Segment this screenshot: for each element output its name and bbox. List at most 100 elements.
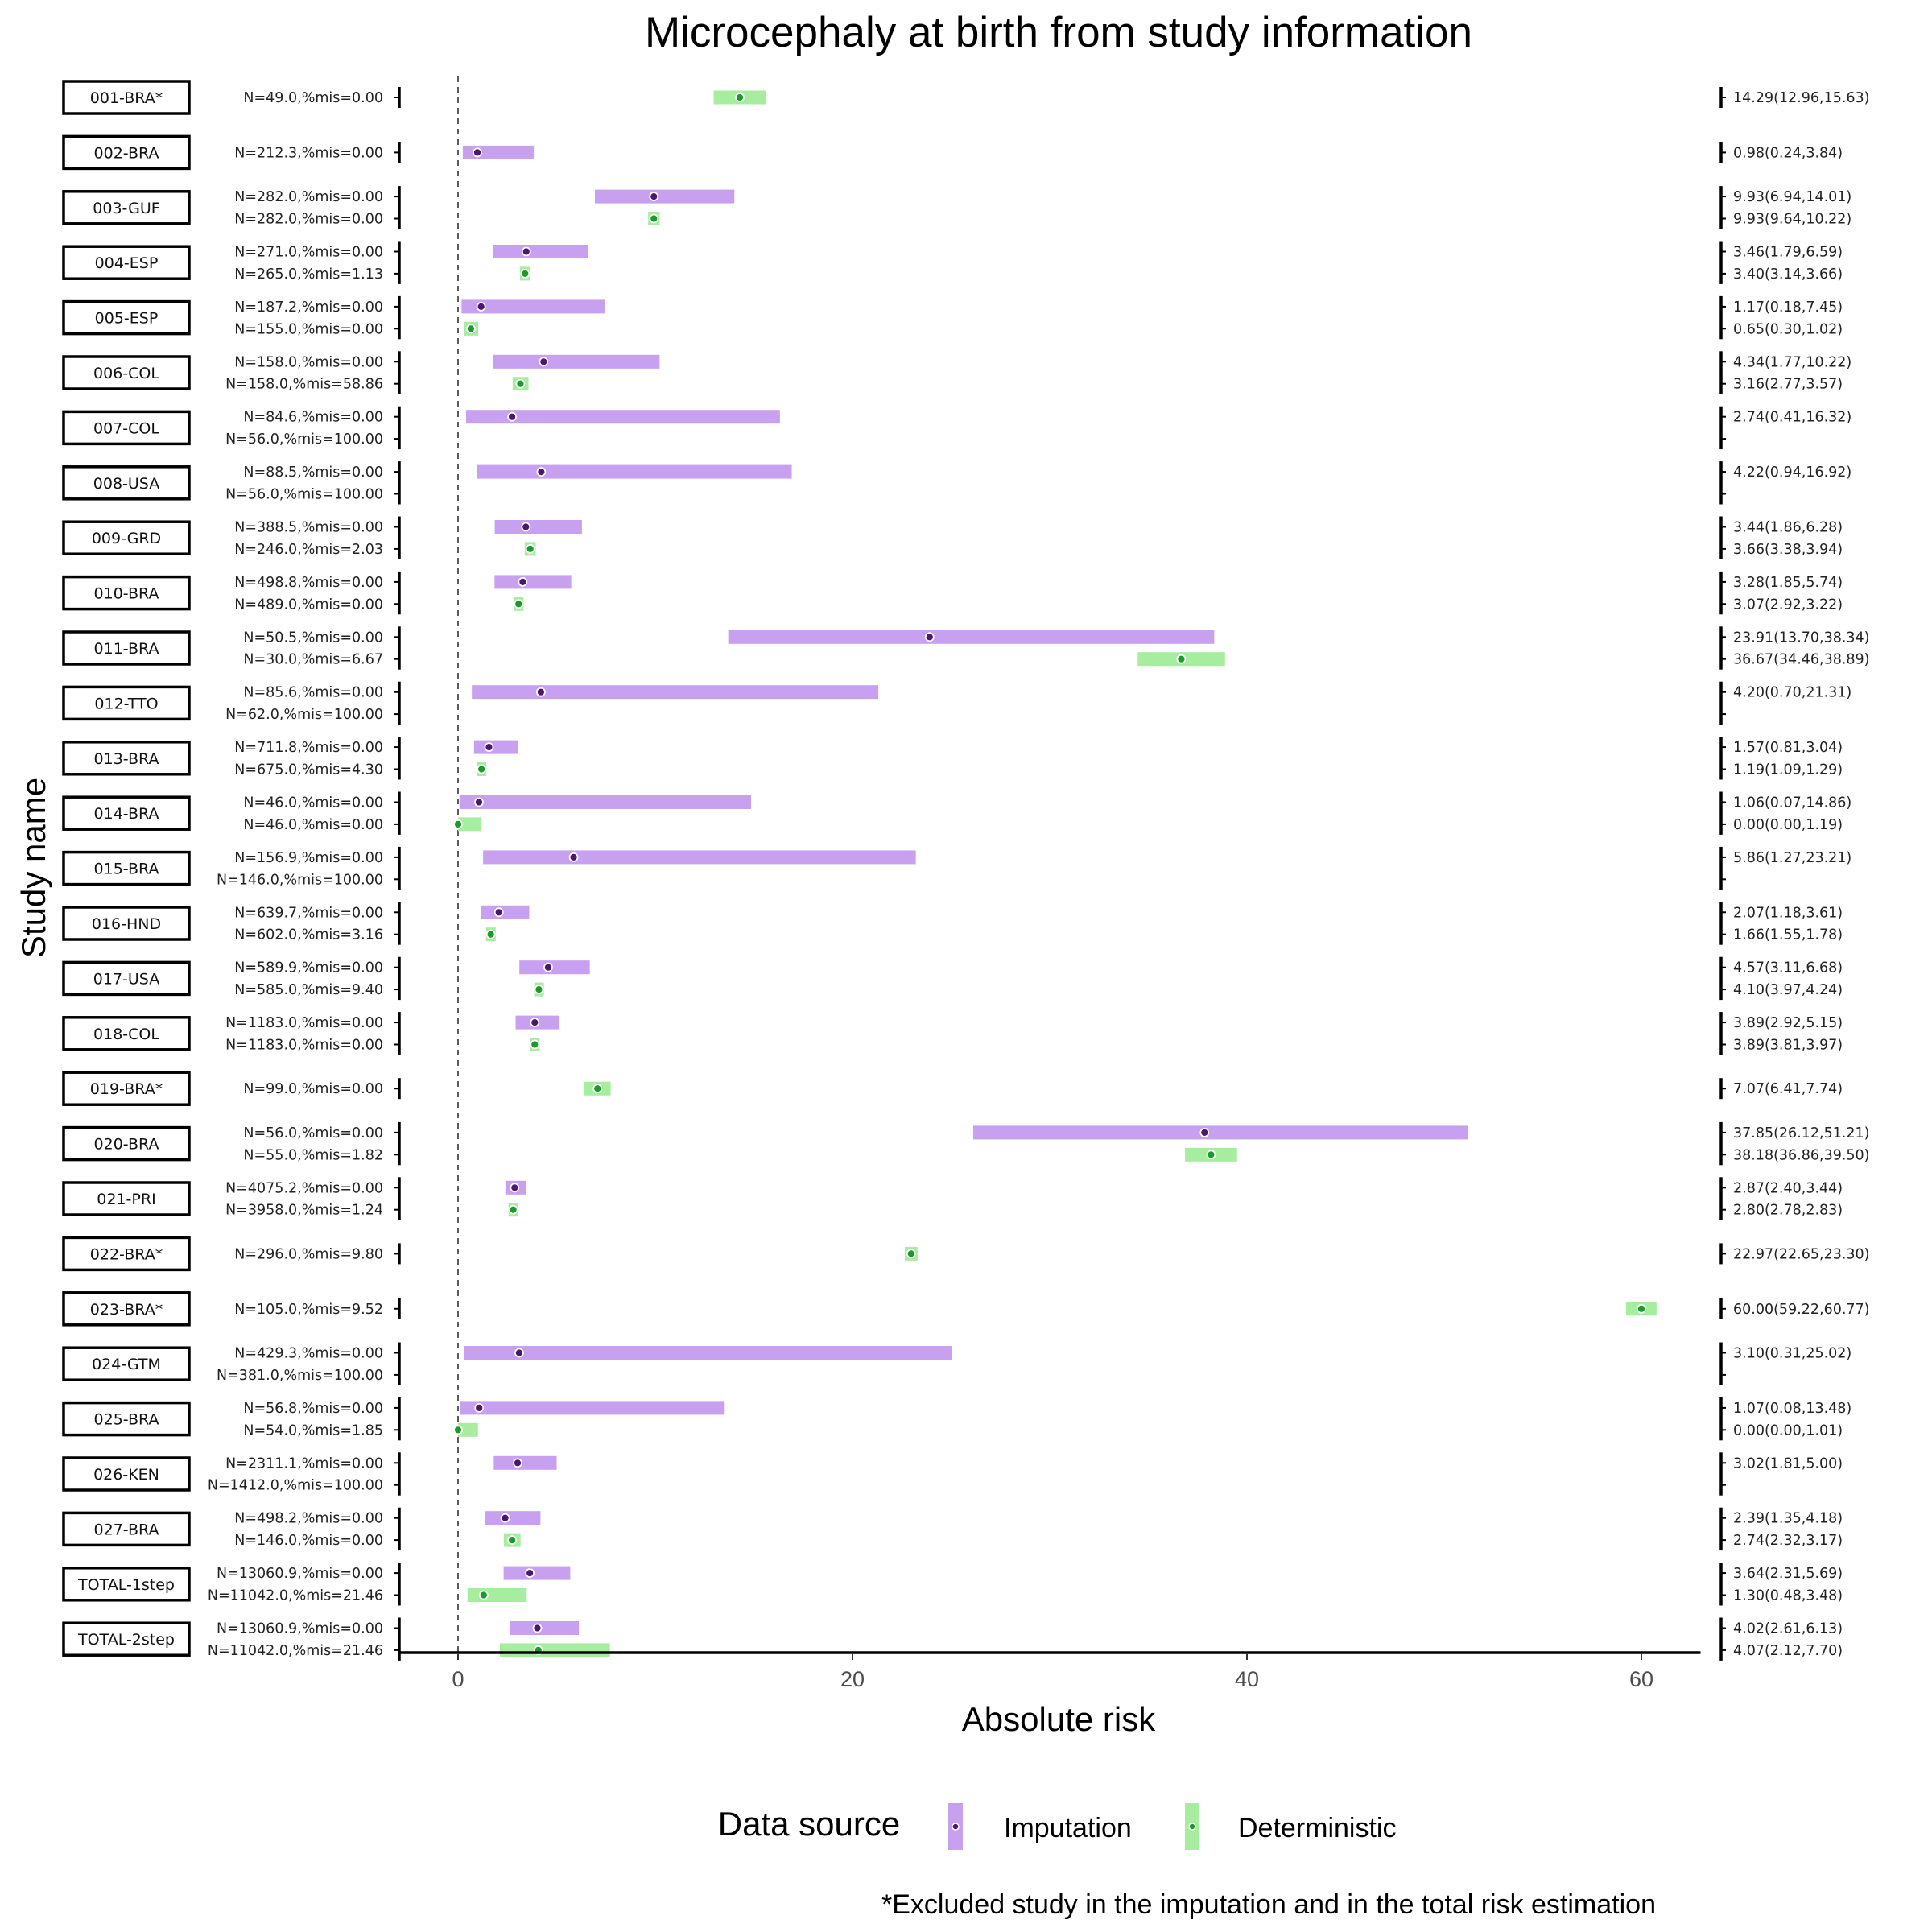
ci-band-deterministic	[458, 1422, 478, 1437]
sample-size-label: N=146.0,%mis=100.00	[217, 872, 383, 888]
point-estimate-deterministic	[466, 324, 476, 334]
x-axis-title: Absolute risk	[962, 1700, 1156, 1738]
ci-band-imputation	[493, 245, 588, 258]
ci-band-imputation	[972, 1125, 1468, 1140]
sample-size-label: N=11042.0,%mis=21.46	[208, 1643, 383, 1659]
estimate-ci-label: 2.80(2.78,2.83)	[1733, 1203, 1843, 1219]
study-name: 007-COL	[93, 419, 159, 437]
sample-size-label: N=55.0,%mis=1.82	[243, 1147, 383, 1163]
ci-band-imputation	[494, 520, 582, 534]
estimate-ci-label: 4.02(2.61,6.13)	[1733, 1621, 1843, 1637]
estimate-ci-label: 3.89(2.92,5.15)	[1733, 1015, 1843, 1031]
estimate-ci-label: 3.28(1.85,5.74)	[1733, 575, 1843, 591]
estimate-ci-label: 0.00(0.00,1.01)	[1733, 1422, 1843, 1439]
study-name: 001-BRA*	[90, 89, 163, 107]
point-estimate-imputation	[484, 742, 494, 752]
ci-band-imputation	[459, 1401, 724, 1415]
point-estimate-imputation	[525, 1568, 535, 1578]
study-name: 002-BRA	[94, 144, 159, 162]
point-estimate-deterministic	[514, 599, 524, 609]
ci-band-imputation	[481, 905, 530, 919]
sample-size-label: N=88.5,%mis=0.00	[243, 464, 383, 481]
sample-size-label: N=11042.0,%mis=21.46	[208, 1588, 383, 1604]
sample-size-label: N=675.0,%mis=4.30	[234, 762, 383, 778]
study-name: 026-KEN	[93, 1466, 159, 1484]
sample-size-label: N=56.0,%mis=0.00	[243, 1125, 383, 1141]
y-axis-title: Study name	[14, 778, 52, 958]
study-name-box	[62, 134, 191, 171]
estimate-ci-label: 3.02(1.81,5.00)	[1733, 1455, 1843, 1472]
legend: Data source Imputation Deterministic	[718, 1803, 1396, 1850]
estimate-ci-label: 4.20(0.70,21.31)	[1733, 685, 1852, 701]
point-estimate-deterministic	[515, 378, 526, 389]
point-estimate-deterministic	[508, 1204, 518, 1215]
study-name: 015-BRA	[94, 861, 159, 878]
sample-size-label: N=388.5,%mis=0.00	[234, 520, 383, 536]
point-estimate-deterministic	[477, 764, 487, 774]
estimate-ci-label: 9.93(6.94,14.01)	[1733, 189, 1852, 205]
sample-size-label: N=156.9,%mis=0.00	[234, 850, 383, 866]
sample-size-label: N=498.2,%mis=0.00	[234, 1511, 383, 1527]
study-name-box	[62, 190, 191, 225]
point-estimate-deterministic	[530, 1039, 540, 1050]
plot-area: 0 20 40 60	[398, 76, 1701, 1691]
point-estimate-imputation	[476, 301, 486, 312]
study-name-box	[62, 1071, 191, 1106]
estimate-ci-label: 3.44(1.86,6.28)	[1733, 520, 1843, 536]
study-name-box	[62, 410, 191, 446]
estimate-ci-label: 0.98(0.24,3.84)	[1733, 145, 1843, 161]
sample-size-label: N=158.0,%mis=0.00	[234, 354, 383, 370]
sample-size-label: N=639.7,%mis=0.00	[234, 905, 383, 921]
study-name-box	[62, 1291, 191, 1327]
estimate-ci-label: 3.16(2.77,3.57)	[1733, 377, 1843, 393]
estimate-ci-label: 1.19(1.09,1.29)	[1733, 762, 1843, 778]
estimate-ci-label: 9.93(9.64,10.22)	[1733, 212, 1852, 228]
study-name-box	[62, 299, 191, 336]
study-name-box	[62, 355, 191, 390]
study-name-box	[62, 465, 191, 501]
estimate-ci-label: 5.86(1.27,23.21)	[1733, 850, 1852, 866]
ci-band-imputation	[459, 795, 752, 809]
ci-band-imputation	[509, 1621, 580, 1635]
study-name-box	[62, 1511, 191, 1547]
point-estimate-deterministic	[507, 1535, 518, 1545]
point-estimate-imputation	[530, 1018, 540, 1027]
sample-size-label: N=187.2,%mis=0.00	[234, 299, 383, 316]
point-estimate-deterministic	[906, 1249, 916, 1259]
ci-band-imputation	[595, 189, 735, 204]
study-name-box	[62, 1621, 191, 1657]
estimate-ci-label: 22.97(22.65,23.30)	[1733, 1246, 1870, 1262]
sample-size-label: N=711.8,%mis=0.00	[234, 740, 383, 756]
sample-size-label: N=429.3,%mis=0.00	[234, 1346, 383, 1362]
study-name: 009-GRD	[92, 530, 161, 547]
point-estimate-imputation	[493, 907, 504, 918]
ci-band-imputation	[483, 850, 916, 865]
point-estimate-imputation	[514, 1348, 524, 1358]
study-name: 011-BRA	[94, 640, 159, 658]
estimate-ci-label: 38.18(36.86,39.50)	[1733, 1147, 1870, 1163]
estimate-ci-label: 36.67(34.46,38.89)	[1733, 652, 1870, 668]
ci-band-imputation	[461, 299, 605, 314]
sample-size-label: N=4075.2,%mis=0.00	[225, 1180, 383, 1196]
point-estimate-deterministic	[478, 1590, 489, 1600]
ci-band-imputation	[728, 630, 1215, 644]
estimate-ci-label: 37.85(26.12,51.21)	[1733, 1125, 1870, 1141]
legend-title: Data source	[718, 1805, 900, 1843]
study-name: 003-GUF	[93, 200, 159, 217]
study-name: 004-ESP	[95, 254, 159, 272]
study-name: 023-BRA*	[90, 1301, 163, 1319]
point-estimate-imputation	[513, 1458, 522, 1468]
point-estimate-imputation	[543, 962, 553, 972]
estimate-ci-label: 23.91(13.70,38.34)	[1733, 630, 1870, 646]
sample-size-label: N=602.0,%mis=3.16	[234, 927, 383, 943]
ci-band-deterministic	[499, 1643, 610, 1657]
study-name-box	[62, 1456, 191, 1492]
study-name: 012-TTO	[94, 695, 158, 712]
sample-size-label: N=62.0,%mis=100.00	[225, 707, 383, 723]
study-name: TOTAL-2step	[77, 1631, 175, 1649]
estimate-ci-label: 7.07(6.41,7.74)	[1733, 1081, 1843, 1097]
study-name-box	[62, 80, 191, 115]
x-tick-label: 60	[1629, 1667, 1653, 1691]
sample-size-label: N=146.0,%mis=0.00	[234, 1533, 383, 1549]
point-estimate-imputation	[474, 797, 484, 807]
